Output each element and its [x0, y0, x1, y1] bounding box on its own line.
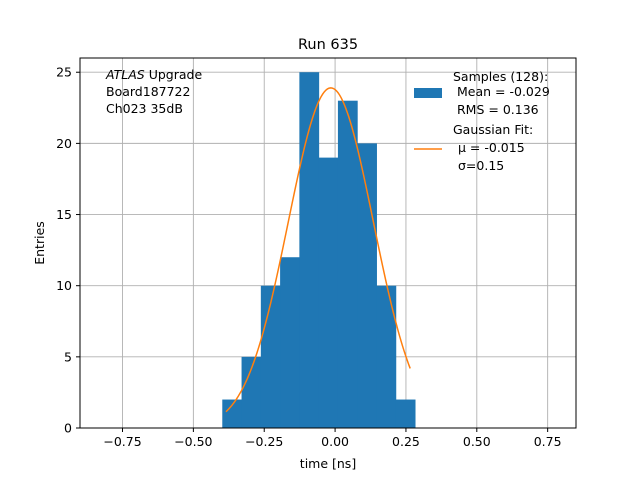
x-tick-label: −0.50	[174, 434, 212, 449]
legend-fit-mu: μ = -0.015	[458, 140, 525, 155]
y-tick-label: 20	[56, 136, 72, 151]
annotation-upgrade: Upgrade	[145, 67, 203, 82]
histogram-bar	[299, 72, 320, 428]
x-tick-label: −0.75	[103, 434, 141, 449]
histogram-bar	[357, 143, 377, 428]
x-tick-label: 0.00	[321, 434, 349, 449]
x-axis-label: time [ns]	[300, 456, 356, 471]
annotation-line-3: Ch023 35dB	[106, 101, 183, 116]
chart-title: Run 635	[298, 37, 358, 53]
x-tick-label: 0.75	[534, 434, 562, 449]
x-tick-label: −0.25	[245, 434, 283, 449]
legend-samples-rms: RMS = 0.136	[457, 102, 539, 117]
legend-samples-title: Samples (128):	[453, 69, 548, 84]
atlas-annotation: ATLAS Upgrade Board187722 Ch023 35dB	[105, 67, 202, 116]
legend: Samples (128): Mean = -0.029 RMS = 0.136…	[414, 69, 550, 173]
y-tick-label: 10	[56, 278, 72, 293]
y-axis-ticks: 0 5 10 15 20 25	[56, 65, 80, 436]
histogram-bar	[318, 157, 339, 428]
x-axis-ticks: −0.75 −0.50 −0.25 0.00 0.25 0.50 0.75	[103, 428, 562, 449]
x-tick-label: 0.25	[392, 434, 420, 449]
y-tick-label: 5	[64, 349, 72, 364]
y-tick-label: 25	[56, 65, 72, 80]
histogram-bar	[280, 257, 300, 428]
y-tick-label: 0	[64, 421, 72, 436]
annotation-line-2: Board187722	[106, 84, 190, 99]
y-axis-label: Entries	[32, 221, 47, 265]
gaussian-fit-curve	[225, 87, 411, 413]
legend-samples-mean: Mean = -0.029	[457, 84, 550, 99]
annotation-atlas: ATLAS	[105, 67, 145, 82]
legend-samples-swatch	[414, 88, 442, 98]
y-tick-label: 15	[56, 207, 72, 222]
legend-fit-title: Gaussian Fit:	[453, 122, 533, 137]
histogram-bar	[241, 356, 262, 428]
grid-lines	[80, 58, 576, 429]
plot-frame	[79, 57, 577, 429]
histogram-bar	[260, 285, 281, 428]
histogram-bar	[337, 100, 358, 428]
annotation-line-1: ATLAS Upgrade	[105, 67, 202, 82]
histogram-bar	[395, 399, 416, 428]
histogram-bar	[376, 285, 397, 428]
histogram-bars	[222, 72, 416, 428]
x-tick-label: 0.50	[463, 434, 491, 449]
legend-fit-sigma: σ=0.15	[458, 158, 504, 173]
histogram-bar	[222, 399, 243, 428]
